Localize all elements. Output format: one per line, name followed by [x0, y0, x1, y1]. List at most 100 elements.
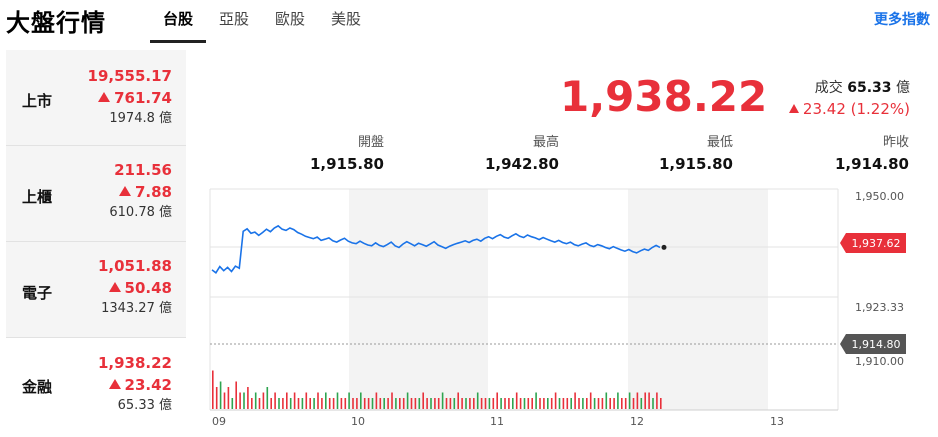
- volume-bar: [453, 398, 456, 409]
- sidebar-item-price: 1,938.22: [97, 354, 172, 372]
- volume-bar: [461, 398, 463, 409]
- volume-bar: [515, 392, 518, 409]
- volume-bar: [289, 398, 292, 409]
- volume-bar: [562, 398, 565, 409]
- y-tick-label: 1,910.00: [855, 355, 904, 368]
- stat-open: 開盤 1,915.80: [310, 133, 384, 175]
- stat-high-label: 最高: [532, 135, 559, 150]
- chart-band: [349, 189, 488, 410]
- turnover-label: 成交: [814, 80, 843, 96]
- volume-bar: [262, 392, 265, 409]
- volume-bar: [336, 392, 339, 409]
- index-change: 23.42 (1.22%): [788, 100, 910, 118]
- volume-bar: [500, 398, 502, 409]
- volume-bar: [247, 387, 249, 409]
- volume-bar: [660, 398, 662, 409]
- stat-prev-close-value: 1,914.80: [834, 155, 909, 173]
- up-triangle-icon: [788, 104, 799, 113]
- more-indices-link[interactable]: 更多指數: [874, 12, 930, 28]
- volume-bar: [383, 398, 385, 409]
- volume-bar: [492, 398, 495, 409]
- tab-us[interactable]: 美股: [331, 10, 362, 28]
- turnover-value: 65.33: [847, 80, 892, 96]
- volume-bar: [223, 392, 226, 409]
- sidebar-item-price: 211.56: [114, 161, 172, 179]
- volume-bar: [430, 398, 432, 409]
- volume-bar: [313, 398, 315, 409]
- volume-bar: [239, 392, 241, 409]
- volume-bar: [578, 398, 580, 409]
- volume-bar: [402, 398, 405, 409]
- volume-bar: [613, 398, 615, 409]
- volume-bar: [418, 398, 421, 409]
- stat-open-label: 開盤: [357, 135, 384, 150]
- volume-bar: [286, 392, 288, 409]
- turnover: 成交 65.33 億: [815, 77, 910, 97]
- volume-bar: [476, 392, 479, 409]
- volume-bar: [469, 398, 471, 409]
- volume-bar: [270, 398, 272, 409]
- volume-bar: [547, 398, 549, 409]
- prev-close-label: 1,914.80: [852, 338, 901, 351]
- volume-bar: [227, 387, 230, 409]
- volume-bar: [367, 398, 370, 409]
- volume-bar: [348, 392, 350, 409]
- volume-bar: [215, 387, 218, 409]
- volume-bar: [648, 392, 650, 409]
- volume-bar: [535, 392, 537, 409]
- prev-close-tag: [840, 334, 906, 354]
- volume-bar: [597, 398, 600, 409]
- volume-bar: [609, 398, 611, 409]
- current-price-label: 1,937.62: [852, 237, 901, 250]
- volume-bar: [554, 392, 557, 409]
- volume-bar: [282, 398, 284, 409]
- stat-low-value: 1,915.80: [658, 155, 733, 173]
- sidebar-item-listed[interactable]: 上市 19,555.17 761.74 1974.8 億: [6, 50, 186, 146]
- up-triangle-icon: [118, 186, 131, 196]
- volume-bar: [212, 370, 214, 409]
- volume-bar: [399, 398, 401, 409]
- volume-bar: [340, 398, 343, 409]
- index-change-value: 23.42 (1.22%): [802, 100, 910, 118]
- volume-bar: [550, 398, 553, 409]
- volume-bar: [445, 398, 448, 409]
- sidebar-item-otc[interactable]: 上櫃 211.56 7.88 610.78 億: [6, 146, 186, 242]
- volume-bar: [251, 398, 253, 409]
- volume-bar: [484, 398, 487, 409]
- volume-bar: [457, 392, 459, 409]
- sidebar-item-volume: 1974.8 億: [109, 111, 172, 126]
- sidebar-item-finance[interactable]: 金融 1,938.22 23.42 65.33 億: [6, 338, 186, 437]
- page-title: 大盤行情: [6, 9, 106, 37]
- volume-bar: [566, 398, 569, 409]
- tab-taiwan[interactable]: 台股: [150, 0, 207, 43]
- market-tabs: 台股 亞股 歐股 美股: [150, 0, 374, 44]
- x-tick-label: 13: [770, 415, 784, 428]
- sidebar-item-volume: 65.33 億: [117, 398, 172, 413]
- volume-bar: [473, 398, 475, 409]
- tab-europe[interactable]: 歐股: [275, 10, 306, 28]
- sidebar: 上市 19,555.17 761.74 1974.8 億 上櫃 211.56 7…: [6, 50, 186, 437]
- volume-bar: [305, 392, 308, 409]
- stat-high: 最高 1,942.80: [485, 133, 559, 175]
- volume-bar: [519, 398, 522, 409]
- volume-bar: [480, 398, 483, 409]
- volume-bars: [212, 370, 662, 409]
- volume-bar: [266, 387, 269, 409]
- sidebar-item-name: 電子: [22, 284, 53, 302]
- sidebar-item-name: 上櫃: [22, 188, 53, 206]
- volume-bar: [531, 398, 533, 409]
- volume-bar: [586, 398, 588, 409]
- volume-bar: [593, 398, 596, 409]
- volume-bar: [574, 392, 576, 409]
- volume-bar: [231, 398, 234, 409]
- volume-bar: [395, 398, 397, 409]
- sidebar-item-electronics[interactable]: 電子 1,051.88 50.48 1343.27 億: [6, 242, 186, 338]
- x-tick-label: 12: [630, 415, 644, 428]
- tab-asia[interactable]: 亞股: [219, 10, 250, 28]
- volume-bar: [624, 398, 627, 409]
- turnover-unit: 億: [896, 80, 910, 96]
- volume-bar: [441, 392, 444, 409]
- volume-bar: [589, 392, 592, 409]
- volume-bar: [582, 398, 584, 409]
- up-triangle-icon: [108, 379, 121, 389]
